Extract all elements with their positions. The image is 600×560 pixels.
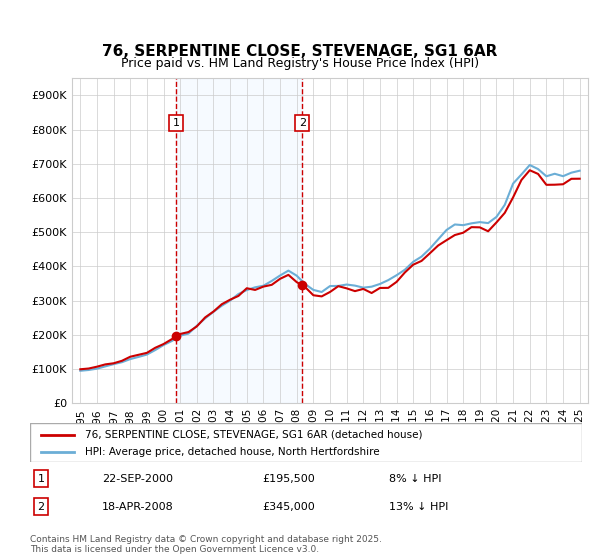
Text: 1: 1	[173, 118, 179, 128]
FancyBboxPatch shape	[30, 423, 582, 462]
Bar	[176, 78, 302, 403]
Text: 22-SEP-2000: 22-SEP-2000	[102, 474, 173, 484]
Text: 18-APR-2008: 18-APR-2008	[102, 502, 173, 512]
Text: Price paid vs. HM Land Registry's House Price Index (HPI): Price paid vs. HM Land Registry's House …	[121, 57, 479, 70]
Text: 76, SERPENTINE CLOSE, STEVENAGE, SG1 6AR (detached house): 76, SERPENTINE CLOSE, STEVENAGE, SG1 6AR…	[85, 430, 422, 440]
Text: 1: 1	[38, 474, 44, 484]
Text: 13% ↓ HPI: 13% ↓ HPI	[389, 502, 448, 512]
Text: 76, SERPENTINE CLOSE, STEVENAGE, SG1 6AR: 76, SERPENTINE CLOSE, STEVENAGE, SG1 6AR	[103, 44, 497, 59]
Text: £195,500: £195,500	[262, 474, 314, 484]
Text: Contains HM Land Registry data © Crown copyright and database right 2025.
This d: Contains HM Land Registry data © Crown c…	[30, 535, 382, 554]
Text: 8% ↓ HPI: 8% ↓ HPI	[389, 474, 442, 484]
Text: 2: 2	[37, 502, 44, 512]
Text: £345,000: £345,000	[262, 502, 314, 512]
Text: HPI: Average price, detached house, North Hertfordshire: HPI: Average price, detached house, Nort…	[85, 447, 380, 457]
Text: 2: 2	[299, 118, 306, 128]
